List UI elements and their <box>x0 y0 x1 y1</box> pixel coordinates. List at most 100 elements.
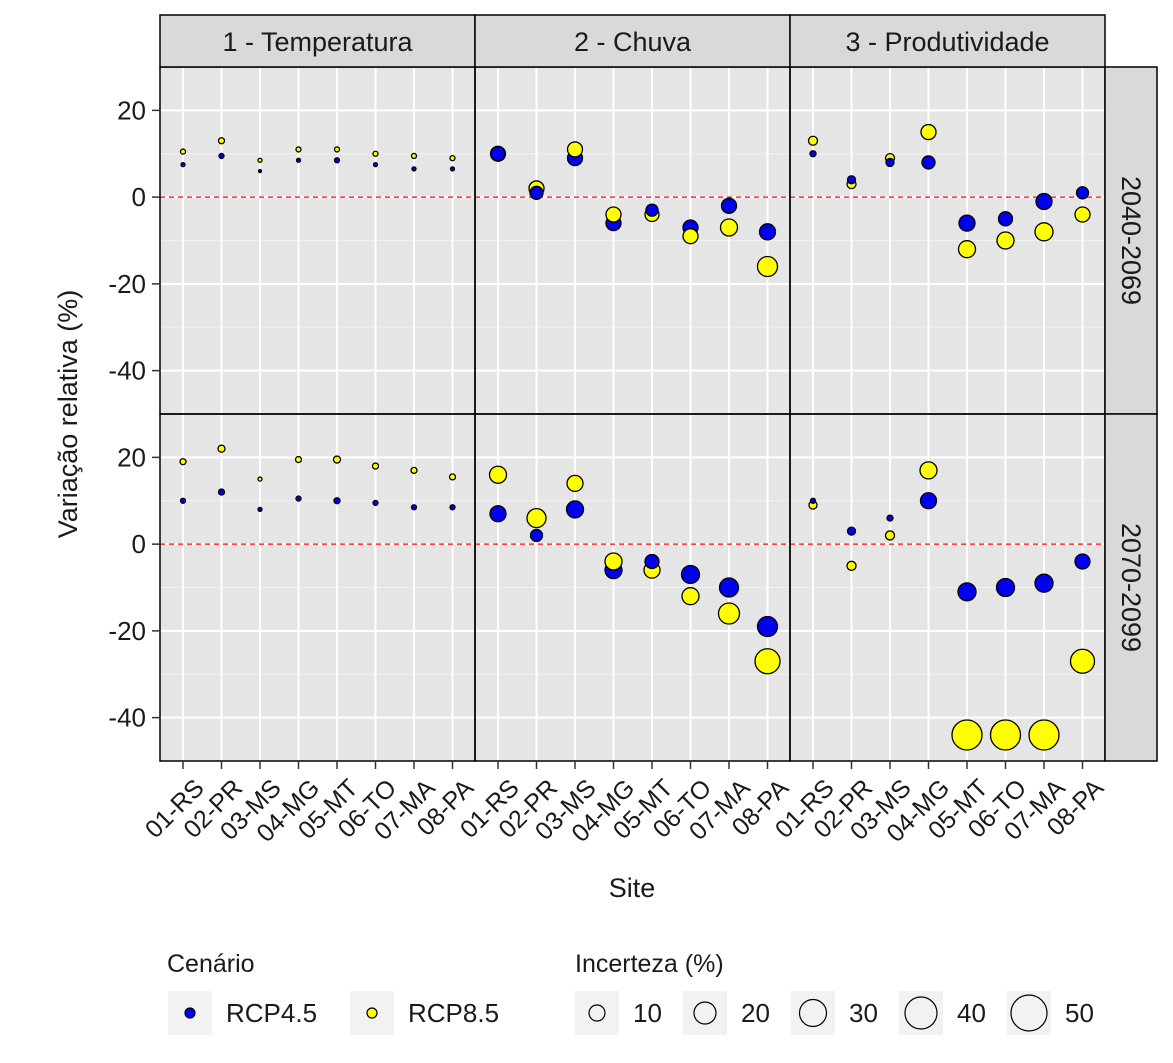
point-rcp85-03-ms <box>257 476 263 482</box>
point-rcp45-03-ms <box>565 500 585 519</box>
point-rcp45-01-rs <box>179 497 187 504</box>
point-rcp45-02-pr <box>217 488 226 496</box>
strip-top-label-2: 3 - Produtividade <box>845 27 1049 57</box>
point-rcp45-08-pa <box>449 504 456 511</box>
point-rcp85-07-ma <box>719 218 739 237</box>
point-rcp85-04-mg <box>294 455 303 464</box>
panel-2-1 <box>790 413 1105 762</box>
legend-size-key-20 <box>693 1001 717 1025</box>
point-rcp85-02-pr <box>846 560 857 571</box>
point-rcp85-07-ma <box>410 466 418 475</box>
legend-label-rcp85: RCP8.5 <box>408 998 499 1028</box>
point-rcp45-07-ma <box>1034 573 1054 593</box>
point-rcp85-08-pa <box>754 648 781 675</box>
point-rcp45-03-ms <box>257 506 263 513</box>
point-rcp85-06-to <box>996 231 1015 250</box>
point-rcp45-01-rs <box>809 497 817 504</box>
strip-top-2 <box>789 14 1106 68</box>
point-rcp45-08-pa <box>756 615 779 638</box>
legend-size-key-30 <box>798 998 828 1028</box>
point-rcp85-05-mt <box>333 146 341 153</box>
legend-size-label-40: 40 <box>957 998 986 1028</box>
point-rcp85-03-ms <box>566 141 584 158</box>
legend-size-label-50: 50 <box>1065 998 1094 1028</box>
legend-size-label-30: 30 <box>849 998 878 1028</box>
legend-key-rcp45 <box>184 1007 196 1019</box>
point-rcp85-04-mg <box>920 123 937 141</box>
point-rcp85-01-rs <box>179 458 187 466</box>
point-rcp45-07-ma <box>410 504 418 511</box>
y-tick-label: -40 <box>108 356 146 386</box>
point-rcp45-05-mt <box>645 203 659 217</box>
strip-top-label-1: 2 - Chuva <box>574 27 692 57</box>
point-rcp85-08-pa <box>1069 648 1096 674</box>
point-rcp45-03-ms <box>886 514 894 522</box>
point-rcp45-06-to <box>372 499 379 507</box>
strip-right-label-1: 2070-2099 <box>1116 523 1146 652</box>
point-rcp45-02-pr <box>846 526 857 536</box>
point-rcp85-07-ma <box>1028 719 1060 751</box>
points-panel-2-0 <box>807 123 1091 259</box>
legend-size-key-50 <box>1010 994 1048 1032</box>
y-tick-label: 0 <box>132 182 146 212</box>
point-rcp45-07-ma <box>718 577 740 598</box>
point-rcp45-03-ms <box>885 157 895 168</box>
point-rcp45-05-mt <box>957 582 977 602</box>
y-tick-label: -40 <box>108 703 146 733</box>
point-rcp45-08-pa <box>449 166 456 172</box>
point-rcp85-04-mg <box>295 146 302 153</box>
point-rcp85-06-to <box>989 719 1022 751</box>
legend-size-label-20: 20 <box>741 998 770 1028</box>
point-rcp85-07-ma <box>1034 222 1054 242</box>
point-rcp85-02-pr <box>217 444 226 453</box>
point-rcp45-03-ms <box>257 168 263 174</box>
legend-size-title: Incerteza (%) <box>575 950 724 978</box>
point-rcp45-05-mt <box>644 553 660 570</box>
y-tick-label: 0 <box>132 529 146 559</box>
legend-color-title: Cenário <box>167 950 255 978</box>
point-rcp45-06-to <box>995 577 1016 598</box>
point-rcp85-06-to <box>682 228 699 245</box>
point-rcp45-05-mt <box>333 157 341 164</box>
legend-label-rcp45: RCP4.5 <box>226 998 317 1028</box>
point-rcp45-04-mg <box>921 155 936 170</box>
points-panel-1-0 <box>489 141 779 278</box>
legend-size-key-40 <box>904 996 938 1030</box>
y-tick-label: -20 <box>108 616 146 646</box>
point-rcp45-02-pr <box>529 528 544 543</box>
points-panel-0-0 <box>179 137 456 174</box>
point-rcp45-06-to <box>372 161 379 168</box>
panels <box>159 66 1106 762</box>
panel-1-1 <box>475 413 790 762</box>
point-rcp45-01-rs <box>180 161 186 168</box>
point-rcp45-07-ma <box>411 166 417 172</box>
point-rcp45-02-pr <box>529 185 544 200</box>
point-rcp45-04-mg <box>295 495 302 502</box>
point-rcp85-02-pr <box>217 137 226 145</box>
point-rcp85-07-ma <box>410 152 418 160</box>
point-rcp85-03-ms <box>257 157 263 163</box>
y-tick-label: 20 <box>117 95 146 125</box>
point-rcp85-04-mg <box>604 552 623 571</box>
points-panel-2-1 <box>808 461 1096 751</box>
strip-top-0 <box>159 14 476 68</box>
point-rcp45-07-ma <box>720 197 738 214</box>
point-rcp45-01-rs <box>809 150 817 158</box>
point-rcp45-05-mt <box>958 214 976 232</box>
point-rcp85-07-ma <box>717 602 741 625</box>
point-rcp45-04-mg <box>919 492 938 510</box>
point-rcp45-08-pa <box>1074 553 1091 570</box>
point-rcp45-01-rs <box>489 505 507 523</box>
point-rcp85-05-mt <box>332 455 342 464</box>
panel-1-0 <box>475 66 790 415</box>
point-rcp45-01-rs <box>490 146 506 162</box>
y-tick-label: -20 <box>108 269 146 299</box>
point-rcp85-01-rs <box>807 135 819 146</box>
point-rcp85-08-pa <box>756 255 779 278</box>
point-rcp45-07-ma <box>1035 192 1053 211</box>
y-axis-title: Variação relativa (%) <box>53 290 83 539</box>
x-axis-title: Site <box>609 873 656 903</box>
point-rcp85-01-rs <box>179 148 187 155</box>
strip-right-1 <box>1104 413 1158 762</box>
point-rcp45-06-to <box>997 211 1014 227</box>
